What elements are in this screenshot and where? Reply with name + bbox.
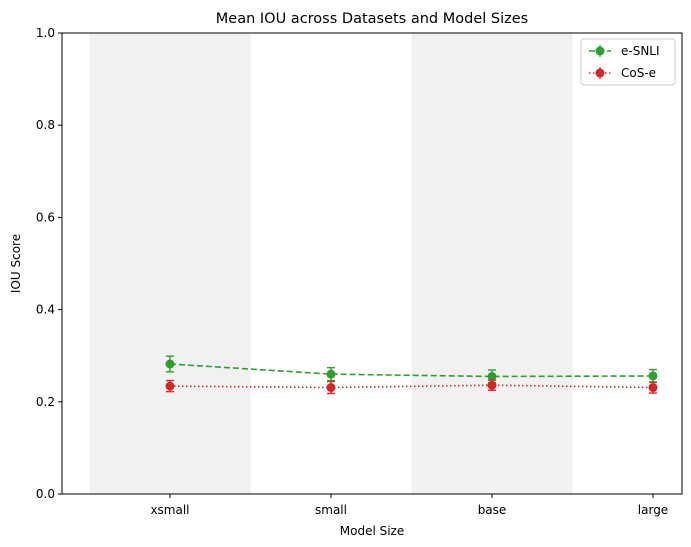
legend-entry: e-SNLI	[589, 44, 660, 58]
x-axis-label: Model Size	[340, 524, 404, 538]
data-point	[165, 381, 175, 391]
data-point	[326, 369, 336, 379]
y-tick-label: 0.8	[36, 118, 55, 132]
y-tick-label: 0.0	[36, 487, 55, 501]
series-CoS-e	[165, 379, 658, 395]
y-tick-label: 0.4	[36, 303, 55, 317]
shaded-band-xsmall	[89, 33, 251, 494]
y-tick-label: 0.6	[36, 210, 55, 224]
legend-box	[580, 38, 676, 86]
data-point	[326, 383, 336, 393]
series-line	[169, 384, 654, 389]
x-axis: xsmall small base large	[150, 494, 668, 517]
data-point	[165, 359, 175, 369]
data-point	[648, 383, 658, 393]
legend-marker	[595, 46, 605, 56]
x-tick-label: xsmall	[150, 503, 189, 517]
x-tick-label: large	[638, 503, 668, 517]
data-point	[487, 371, 497, 381]
legend: e-SNLI CoS-e	[580, 38, 676, 86]
x-tick-label: base	[478, 503, 507, 517]
shaded-band-base	[411, 33, 573, 494]
series-layer	[165, 355, 658, 395]
x-tick-label: small	[315, 503, 347, 517]
shaded-bands	[89, 33, 573, 494]
legend-entry: CoS-e	[589, 66, 656, 80]
y-axis: 0.0 0.2 0.4 0.6 0.8 1.0	[36, 26, 62, 501]
data-point	[648, 371, 658, 381]
y-axis-label: IOU Score	[9, 234, 23, 293]
legend-label: e-SNLI	[621, 44, 660, 58]
plot-frame	[61, 32, 683, 495]
chart-title: Mean IOU across Datasets and Model Sizes	[216, 11, 528, 27]
legend-marker	[595, 68, 605, 78]
data-point	[487, 380, 497, 390]
legend-label: CoS-e	[621, 66, 656, 80]
y-tick-label: 0.2	[36, 395, 55, 409]
y-tick-label: 1.0	[36, 26, 55, 40]
